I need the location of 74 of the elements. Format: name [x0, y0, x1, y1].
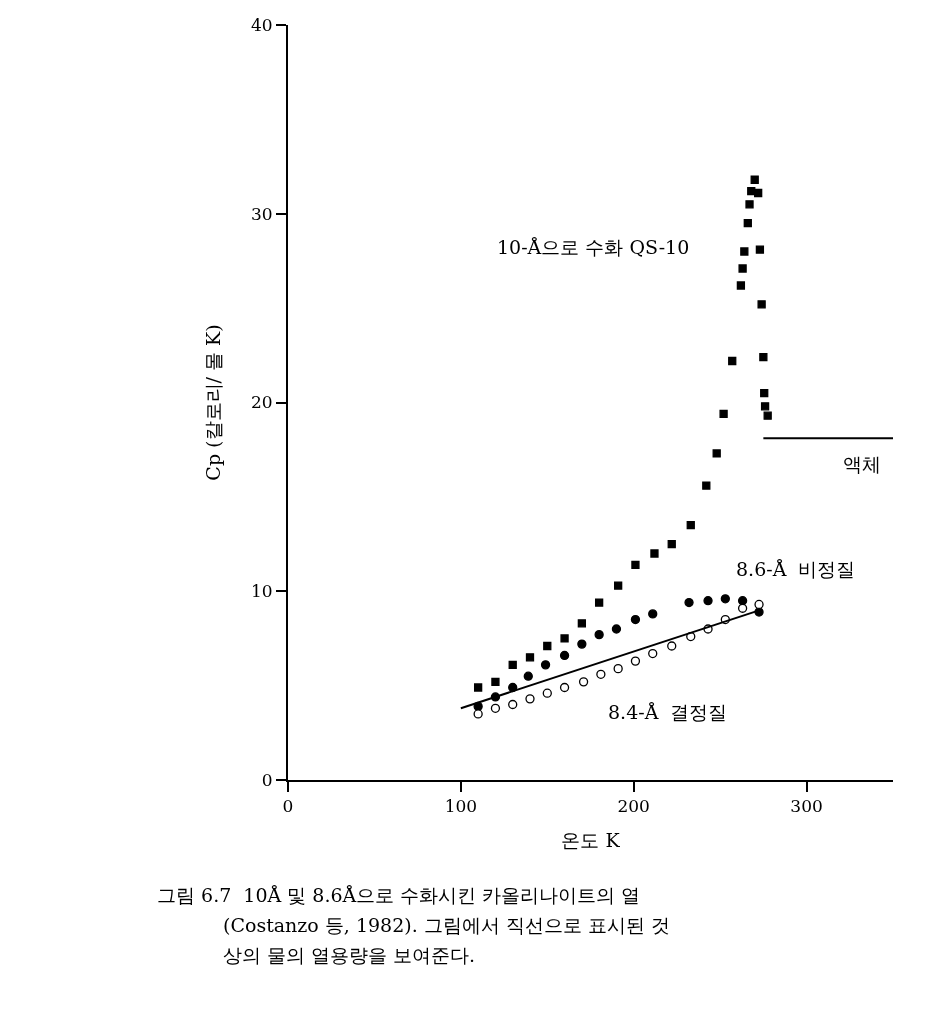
x-tick-label: 200	[617, 796, 650, 817]
point	[630, 656, 641, 666]
point	[577, 619, 587, 628]
point	[596, 669, 606, 679]
point	[560, 634, 569, 643]
y-tick-label: 20	[250, 392, 273, 413]
point	[754, 188, 763, 198]
y-axis-title: Cp (칼로리/ 몰 K)	[202, 324, 225, 481]
point	[613, 663, 623, 674]
point	[648, 648, 658, 659]
point	[703, 596, 713, 606]
point	[559, 682, 570, 693]
point	[743, 219, 752, 228]
series-label: 8.6-Å 비정질	[736, 558, 856, 580]
point	[542, 688, 552, 698]
point	[611, 624, 622, 634]
point	[508, 660, 517, 670]
point	[525, 653, 535, 662]
point	[630, 614, 641, 625]
point	[759, 353, 768, 362]
caption: 그림 6.7 10Å 및 8.6Å으로 수화시킨 카올리나이트의 열	[157, 884, 641, 906]
point	[757, 300, 766, 309]
point	[559, 650, 570, 661]
point	[702, 481, 711, 490]
point	[525, 694, 535, 704]
x-tick-label: 0	[282, 796, 294, 817]
y-tick-label: 10	[250, 581, 273, 602]
point	[577, 639, 587, 649]
point	[508, 699, 518, 710]
y-tick-label: 30	[250, 203, 273, 224]
point	[755, 245, 765, 254]
point	[523, 671, 533, 681]
point	[578, 677, 589, 687]
point	[490, 703, 501, 713]
point	[736, 281, 746, 290]
point	[631, 560, 640, 569]
point	[614, 581, 623, 590]
series-label: 8.4-Å 결정질	[608, 701, 728, 723]
point	[540, 660, 551, 670]
point	[760, 402, 770, 411]
point	[737, 603, 748, 613]
point	[686, 521, 695, 530]
point	[754, 599, 764, 610]
point	[763, 411, 772, 420]
point	[667, 539, 676, 549]
point	[738, 264, 747, 273]
point	[473, 683, 483, 692]
point	[760, 388, 769, 398]
point	[650, 549, 659, 558]
point	[543, 641, 552, 651]
point	[491, 677, 500, 686]
point	[712, 449, 721, 458]
text: (Costanzo 등, 1982). 그림에서 직선으로 표시된 것	[223, 914, 670, 936]
point	[745, 200, 754, 209]
point	[667, 641, 677, 651]
point	[594, 630, 604, 640]
y-tick-label: 40	[250, 14, 273, 35]
point	[737, 596, 748, 606]
point	[720, 594, 730, 604]
text: 10-Å으로 수화 QS-10	[497, 236, 690, 258]
point	[648, 609, 658, 619]
point	[684, 597, 694, 608]
text: 상의 물의 열용량을 보여준다.	[223, 944, 476, 966]
point	[719, 409, 728, 418]
point	[473, 709, 483, 719]
x-tick-label: 100	[444, 796, 478, 817]
point	[728, 356, 737, 366]
point	[750, 175, 759, 184]
x-tick-label: 300	[790, 796, 823, 817]
point	[594, 598, 604, 607]
series-label: 액체	[843, 453, 881, 475]
point	[740, 247, 749, 256]
y-tick-label: 0	[261, 769, 273, 790]
x-axis-title: 온도 K	[561, 828, 621, 851]
